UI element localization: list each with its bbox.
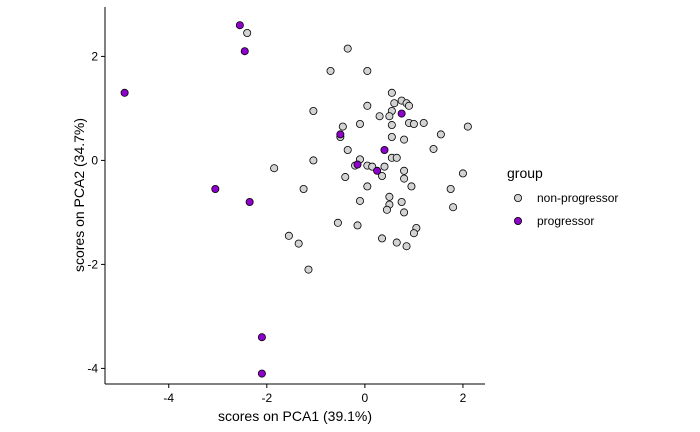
point-non-progressor [387, 132, 396, 141]
y-axis-title: scores on PCA2 (34.7%) [71, 118, 87, 272]
point-non-progressor [294, 239, 303, 248]
axes: -4 -2 0 2 -4 -2 0 2 [87, 7, 485, 405]
point-non-progressor [400, 208, 409, 217]
y-tick-label: -4 [87, 361, 98, 375]
point-non-progressor [382, 205, 391, 214]
point-non-progressor [363, 66, 372, 75]
point-non-progressor [243, 28, 252, 37]
point-non-progressor [392, 153, 401, 162]
point-non-progressor [341, 173, 350, 182]
point-non-progressor [299, 184, 308, 193]
y-tick-label: -2 [87, 257, 98, 271]
point-progressor [120, 88, 129, 97]
x-axis-title: scores on PCA1 (39.1%) [218, 408, 372, 424]
x-tick-label: 0 [362, 391, 369, 405]
point-non-progressor [343, 44, 352, 53]
point-progressor [235, 21, 244, 30]
point-non-progressor [400, 135, 409, 144]
point-non-progressor [309, 107, 318, 116]
point-non-progressor [355, 120, 364, 129]
point-non-progressor [419, 118, 428, 127]
y-tick-label: 2 [91, 49, 98, 63]
y-ticks: -4 -2 0 2 [87, 49, 105, 375]
legend-title: group [507, 165, 543, 181]
y-tick-label: 0 [91, 153, 98, 167]
point-non-progressor [390, 99, 399, 108]
point-non-progressor [400, 174, 409, 183]
point-progressor [353, 160, 362, 169]
legend-label: non-progressor [537, 191, 618, 205]
point-non-progressor [409, 120, 418, 129]
point-progressor [380, 145, 389, 154]
point-non-progressor [304, 265, 313, 274]
point-non-progressor [355, 196, 364, 205]
point-non-progressor [375, 112, 384, 121]
legend: group non-progressor progressor [507, 165, 618, 228]
point-progressor [397, 109, 406, 118]
point-non-progressor [407, 182, 416, 191]
point-non-progressor [343, 145, 352, 154]
point-non-progressor [392, 238, 401, 247]
point-non-progressor [400, 166, 409, 175]
x-tick-label: -4 [163, 391, 174, 405]
point-non-progressor [363, 101, 372, 110]
point-non-progressor [404, 101, 413, 110]
point-non-progressor [363, 182, 372, 191]
point-non-progressor [397, 197, 406, 206]
x-tick-label: 2 [460, 391, 467, 405]
legend-key [514, 193, 523, 202]
point-non-progressor [387, 121, 396, 130]
point-non-progressor [378, 234, 387, 243]
point-non-progressor [380, 162, 389, 171]
point-non-progressor [402, 242, 411, 251]
point-non-progressor [446, 184, 455, 193]
x-ticks: -4 -2 0 2 [163, 384, 467, 405]
point-non-progressor [385, 112, 394, 121]
data-points [120, 21, 472, 378]
point-progressor [336, 130, 345, 139]
point-progressor [211, 184, 220, 193]
point-progressor [240, 47, 249, 56]
point-non-progressor [436, 130, 445, 139]
point-non-progressor [458, 169, 467, 178]
point-progressor [257, 333, 266, 342]
point-non-progressor [333, 218, 342, 227]
x-tick-label: -2 [261, 391, 272, 405]
point-non-progressor [378, 171, 387, 180]
legend-key [514, 216, 523, 225]
legend-label: progressor [537, 214, 594, 228]
point-non-progressor [409, 229, 418, 238]
point-non-progressor [284, 231, 293, 240]
point-non-progressor [326, 66, 335, 75]
point-progressor [245, 197, 254, 206]
point-non-progressor [463, 122, 472, 131]
point-non-progressor [309, 156, 318, 165]
point-non-progressor [387, 88, 396, 97]
point-progressor [373, 166, 382, 175]
point-progressor [257, 369, 266, 378]
point-non-progressor [353, 221, 362, 230]
point-non-progressor [270, 164, 279, 173]
point-non-progressor [449, 203, 458, 212]
point-non-progressor [338, 122, 347, 131]
point-non-progressor [429, 144, 438, 153]
legend-items: non-progressor progressor [514, 191, 618, 228]
point-non-progressor [385, 192, 394, 201]
